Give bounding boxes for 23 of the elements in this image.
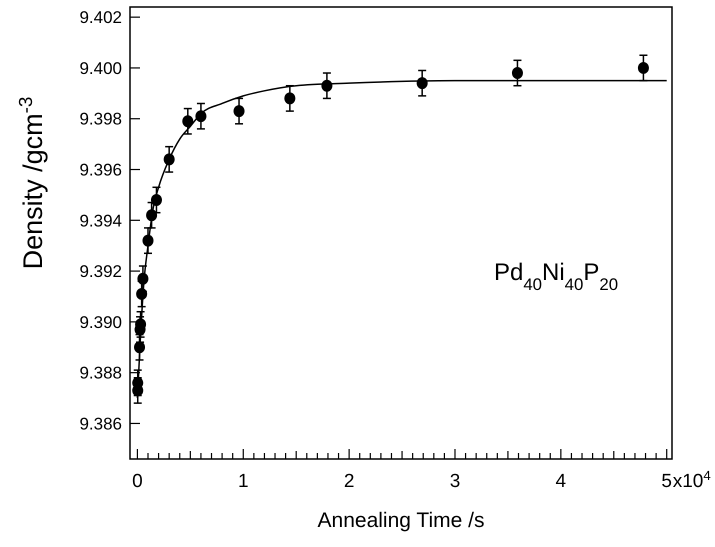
y-tick-label: 9.400 (79, 58, 122, 78)
y-tick-label: 9.396 (79, 160, 122, 180)
x-tick-label: 5 (661, 471, 672, 492)
y-tick-label: 9.402 (79, 8, 122, 28)
point (182, 115, 194, 128)
point (512, 67, 523, 80)
y-tick-label: 9.398 (79, 110, 122, 129)
text: x10$^{4}$ (672, 468, 711, 492)
annotation: Pd$_{40}$Ni$_{40}$P$_{20}$ (494, 259, 618, 294)
x-tick-label: 0 (132, 471, 143, 492)
x-tick-label: 2 (344, 471, 354, 492)
point (234, 105, 245, 118)
x-axis-title: Annealing Time /s (318, 509, 484, 532)
x-tick-label: 3 (450, 471, 460, 492)
y-tick-label: 9.388 (79, 364, 122, 383)
y-tick-label: 9.390 (79, 312, 122, 332)
y-tick-label: 9.386 (79, 414, 122, 434)
y-tick-label: 9.392 (79, 262, 122, 282)
x-tick-label: 1 (238, 471, 249, 492)
point (284, 92, 296, 104)
point (638, 62, 649, 74)
x-tick-label: 4 (556, 471, 567, 492)
y-tick-label: 9.394 (79, 211, 122, 230)
